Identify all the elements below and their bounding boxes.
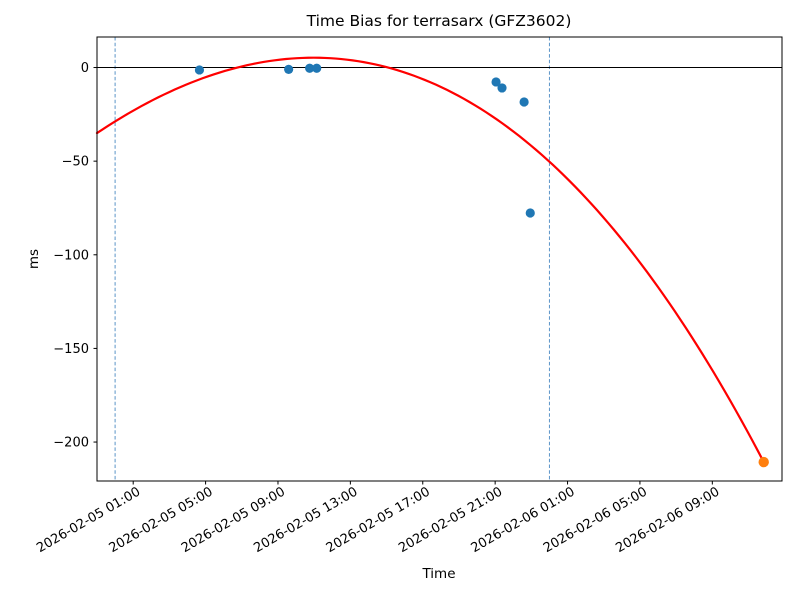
y-tick-label: −150 xyxy=(53,342,89,357)
data-point xyxy=(194,65,205,75)
y-tick-label: −200 xyxy=(53,436,89,451)
chart-title: Time Bias for terrasarx (GFZ3602) xyxy=(306,12,572,30)
data-point xyxy=(305,63,315,73)
data-point xyxy=(284,64,294,74)
y-axis-label: ms xyxy=(26,249,42,269)
y-tick-label: −100 xyxy=(53,248,89,263)
data-point xyxy=(525,208,535,218)
data-point-latest xyxy=(758,456,769,468)
data-point xyxy=(312,63,322,73)
data-point xyxy=(519,97,529,107)
data-point xyxy=(491,77,501,87)
data-point xyxy=(497,83,507,93)
fit-curve xyxy=(95,56,765,464)
y-tick-label: 0 xyxy=(81,61,89,76)
midnight-lines-layer xyxy=(114,37,550,481)
plot-border xyxy=(96,36,783,482)
y-tick-label: −50 xyxy=(62,155,89,170)
data-points-layer xyxy=(194,63,769,468)
plot-border-layer xyxy=(96,36,783,482)
x-axis-label: Time xyxy=(421,566,455,582)
fit-curve-layer xyxy=(95,56,765,464)
